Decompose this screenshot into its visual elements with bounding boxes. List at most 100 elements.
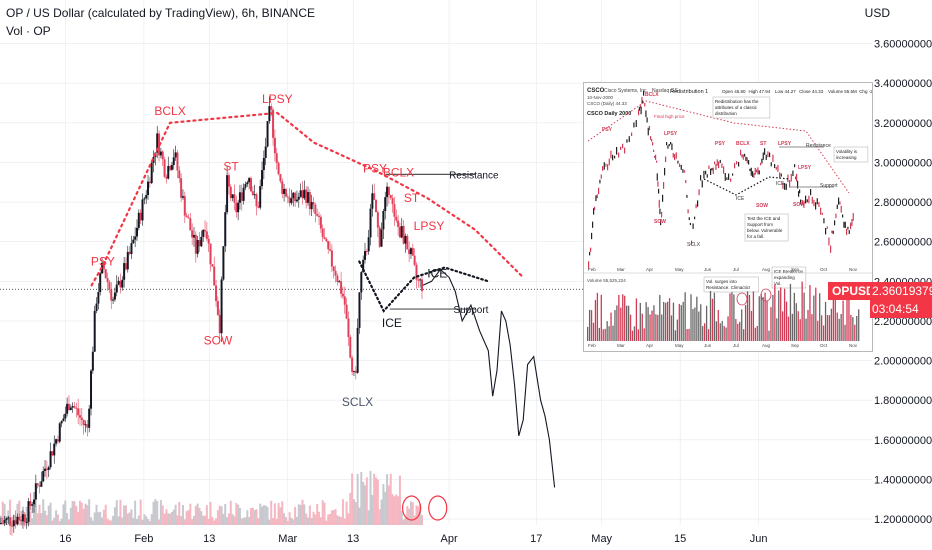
y-tick-label: 1.40000000 (874, 474, 932, 486)
inset-candle (826, 226, 828, 229)
candle-body (310, 202, 313, 210)
candle-body (330, 250, 333, 267)
inset-candle (712, 167, 714, 174)
volume-bar (397, 496, 400, 525)
inset-label: ICE (736, 196, 745, 202)
wyckoff-label: PSY (91, 254, 115, 268)
volume-highlight-circle (428, 495, 448, 521)
inset-candle (820, 207, 822, 215)
candle-body (204, 229, 207, 232)
volume-bar (215, 518, 218, 525)
inset-volume-bar (674, 330, 677, 341)
candle-body (99, 273, 102, 293)
volume-bar (363, 485, 366, 525)
candle-body (33, 499, 36, 505)
inset-volume-bar (748, 294, 751, 341)
inset-candle (797, 180, 799, 189)
currency-label: USD (864, 6, 890, 20)
volume-bar (143, 514, 146, 525)
inset-candle (740, 149, 742, 156)
inset-candle (782, 182, 784, 189)
candle-body (126, 251, 129, 270)
candle-body (264, 146, 267, 158)
inset-candle (687, 209, 689, 214)
candle-body (235, 202, 238, 213)
candle-body (163, 159, 166, 177)
symbol-title[interactable]: OP / US Dollar (calculated by TradingVie… (6, 6, 316, 20)
inset-volume-bar (846, 297, 848, 341)
volume-bar (156, 500, 159, 525)
candle-body (297, 196, 300, 200)
inset-candle (658, 188, 660, 194)
volume-bar (341, 499, 344, 525)
inset-volume-bar (856, 315, 858, 341)
candle-body (180, 178, 183, 198)
inset-candle (754, 167, 756, 175)
inset-label: Resistance (806, 143, 831, 149)
volume-bar (360, 472, 363, 525)
inset-volume-bar (727, 316, 729, 341)
inset-volume-bar (600, 294, 602, 341)
candle-body (42, 470, 45, 482)
inset-candle (692, 223, 694, 229)
inset-candle (659, 208, 661, 215)
candle-body (27, 501, 30, 522)
inset-volume-bar (737, 323, 739, 341)
inset-month-label: Feb (588, 267, 596, 272)
inset-volume-bar (594, 299, 597, 341)
inset-volume-bar (608, 326, 610, 341)
candle-body (338, 281, 341, 283)
candle-body (176, 152, 179, 171)
candle-body (75, 407, 78, 409)
time-axis[interactable]: 16 Feb 13 Mar 13 Apr 17 May 15 Jun (59, 533, 767, 545)
inset-label: SCLX (687, 242, 701, 248)
inset-volume-bar (690, 294, 692, 341)
inset-volume-bar (805, 318, 807, 341)
volume-legend[interactable]: Vol · OP (6, 24, 51, 38)
inset-volume-bar (715, 321, 717, 341)
inset-volume-bar (815, 287, 817, 341)
candle-body (376, 212, 379, 228)
volume-bar (306, 517, 309, 525)
volume-bar (115, 500, 118, 525)
inset-volume-bar (828, 315, 831, 341)
volume-bar (29, 511, 32, 525)
volume-bar (365, 477, 368, 525)
inset-candle (745, 156, 747, 161)
y-tick-label: 3.40000000 (874, 78, 932, 90)
inset-candle (726, 177, 728, 180)
volume-bar (137, 515, 140, 525)
volume-bar (194, 505, 197, 525)
volume-bar (187, 510, 190, 525)
volume-bar (224, 504, 227, 525)
inset-candle (614, 155, 616, 159)
inset-candle (746, 157, 748, 164)
inset-candle (761, 158, 763, 164)
volume-bar (34, 506, 37, 525)
candle-body (248, 178, 251, 183)
candle-body (301, 190, 304, 199)
volume-bars (0, 471, 424, 525)
candle-body (36, 483, 39, 486)
candle-body (360, 272, 363, 293)
inset-volume-bar (731, 292, 733, 341)
inset-candle (834, 220, 836, 226)
volume-bar (286, 520, 289, 525)
inset-note-line: below. Vulnerable (747, 228, 783, 233)
x-tick-label: 17 (530, 533, 542, 545)
volume-bar (9, 499, 12, 525)
inset-candle (775, 166, 777, 170)
inset-candle (610, 150, 612, 159)
inset-candle (842, 214, 844, 218)
candle-body (148, 181, 151, 184)
volume-bar (211, 516, 214, 525)
volume-bar (174, 504, 177, 525)
candle-body (121, 279, 124, 288)
volume-bar (393, 496, 396, 525)
inset-candle (832, 230, 834, 234)
volume-bar (413, 515, 416, 525)
x-tick-label: 15 (674, 533, 686, 545)
inset-volume-bar (653, 305, 655, 341)
inset-label: ST (760, 141, 766, 147)
